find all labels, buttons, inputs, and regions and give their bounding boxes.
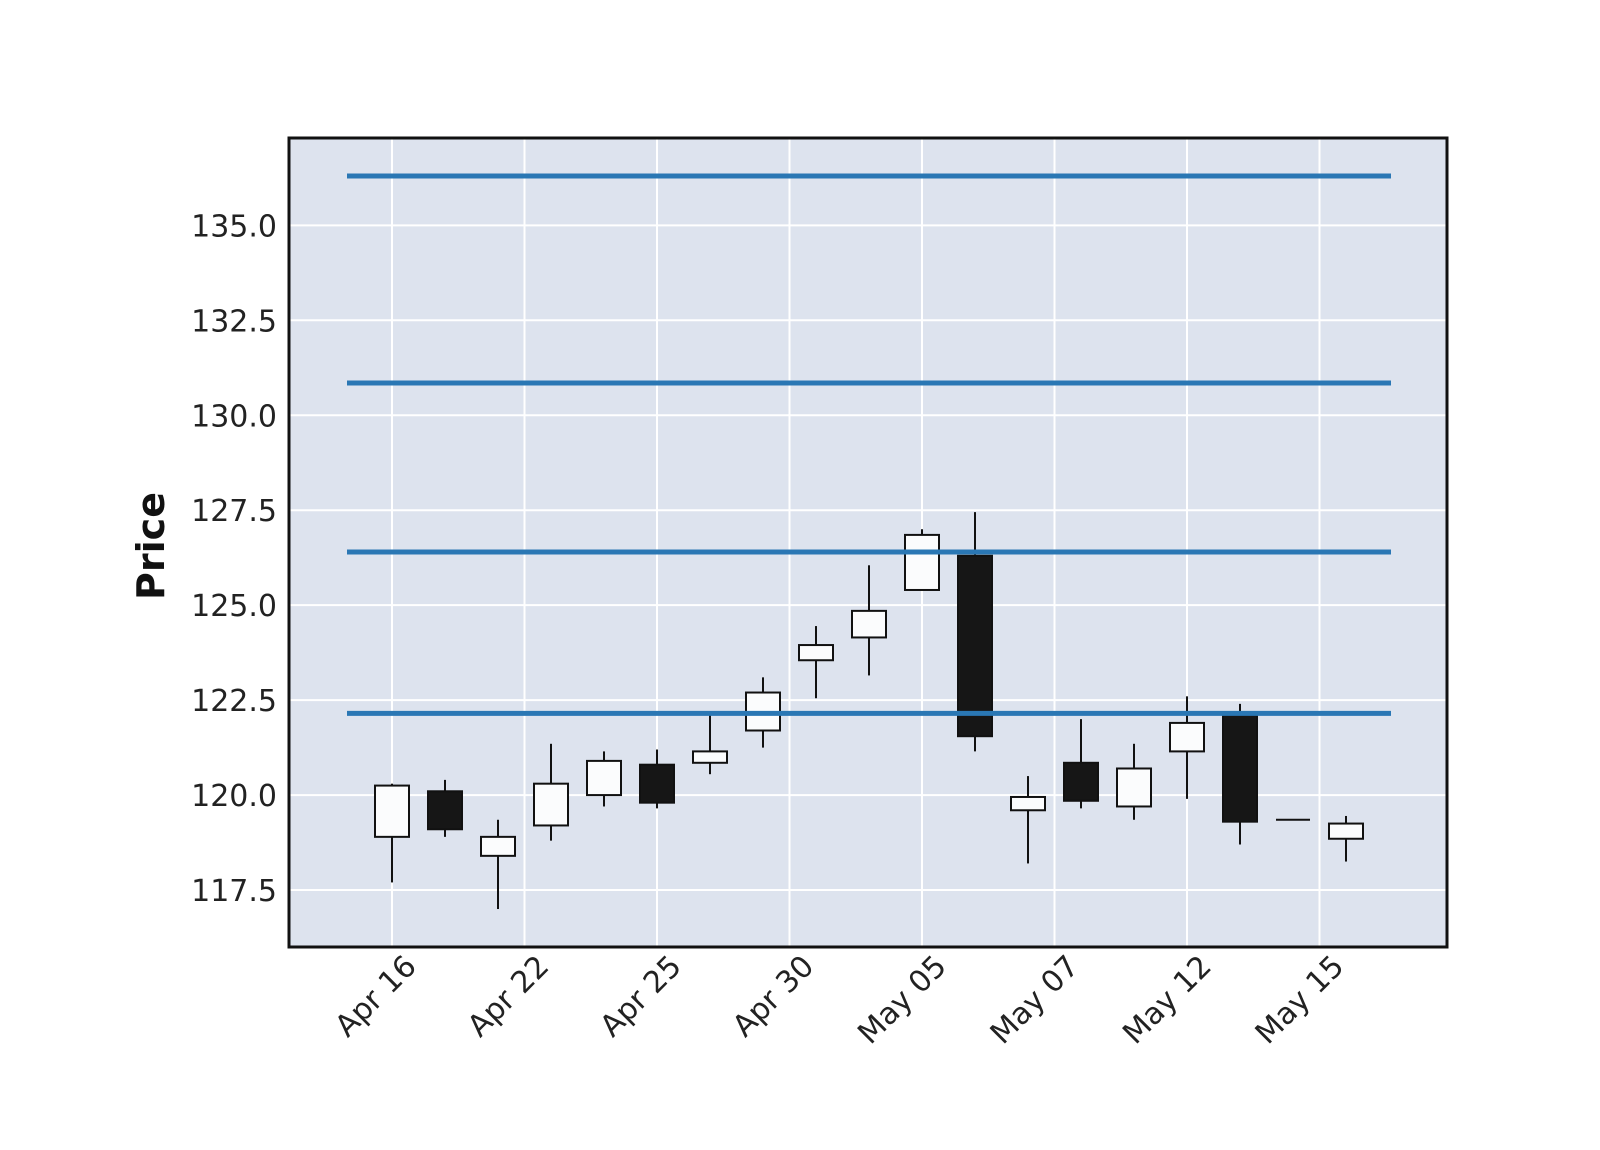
candle [1116, 743, 1152, 820]
candle-body [1063, 761, 1099, 802]
candle-layer [374, 512, 1364, 910]
candle [533, 743, 569, 841]
x-tick-label: Apr 22 [461, 949, 556, 1044]
hline-layer [347, 173, 1391, 716]
candle [1063, 719, 1099, 809]
candle-body [374, 784, 410, 838]
y-tick-label: 117.5 [191, 874, 277, 909]
candle-body [480, 835, 516, 857]
y-tick-label: 122.5 [191, 684, 277, 719]
x-tick-label: Apr 16 [328, 949, 423, 1044]
candle [427, 779, 463, 837]
candle [1010, 776, 1046, 864]
candle-body [427, 790, 463, 831]
candle [586, 751, 622, 807]
candle [480, 819, 516, 910]
candle [851, 565, 887, 676]
x-tick-label: May 15 [1249, 949, 1351, 1051]
candle-body [904, 533, 940, 591]
y-tick-label: 135.0 [191, 209, 277, 244]
candle [639, 749, 675, 809]
candle-body [586, 759, 622, 797]
y-axis-title: Price [129, 492, 173, 600]
candle-body [1010, 795, 1046, 812]
y-tick-label: 120.0 [191, 779, 277, 814]
candle [692, 715, 728, 775]
candle-body [851, 609, 887, 639]
y-tick-label: 132.5 [191, 304, 277, 339]
x-tick-label: May 07 [984, 949, 1086, 1051]
candle-body [1222, 712, 1258, 823]
candle [1222, 703, 1258, 845]
candle-body [692, 750, 728, 764]
candle [1328, 815, 1364, 862]
candle-body [1116, 767, 1152, 808]
y-tick-label: 127.5 [191, 494, 277, 529]
x-axis: Apr 16 Apr 22 Apr 25 Apr 30 May 05 May 07 May … [328, 949, 1351, 1051]
candle-body [798, 644, 834, 662]
x-tick-label: Apr 30 [726, 949, 821, 1044]
plot-frame [287, 136, 1449, 949]
grid-layer [289, 138, 1447, 947]
candle-body [1328, 822, 1364, 840]
y-axis: 117.5 120.0 122.5 125.0 127.5 130.0 132.5 135.0 [191, 209, 277, 909]
x-tick-label: May 12 [1116, 949, 1218, 1051]
candle [798, 626, 834, 699]
candle [904, 529, 940, 591]
x-tick-label: Apr 25 [593, 949, 688, 1044]
candle-body [1169, 721, 1205, 753]
candle [1169, 696, 1205, 799]
y-tick-label: 130.0 [191, 399, 277, 434]
candle-body [639, 763, 675, 804]
y-tick-label: 125.0 [191, 589, 277, 624]
x-tick-label: May 05 [851, 949, 953, 1051]
candle [374, 783, 410, 883]
candle-body [533, 782, 569, 827]
candle-body [957, 554, 993, 738]
